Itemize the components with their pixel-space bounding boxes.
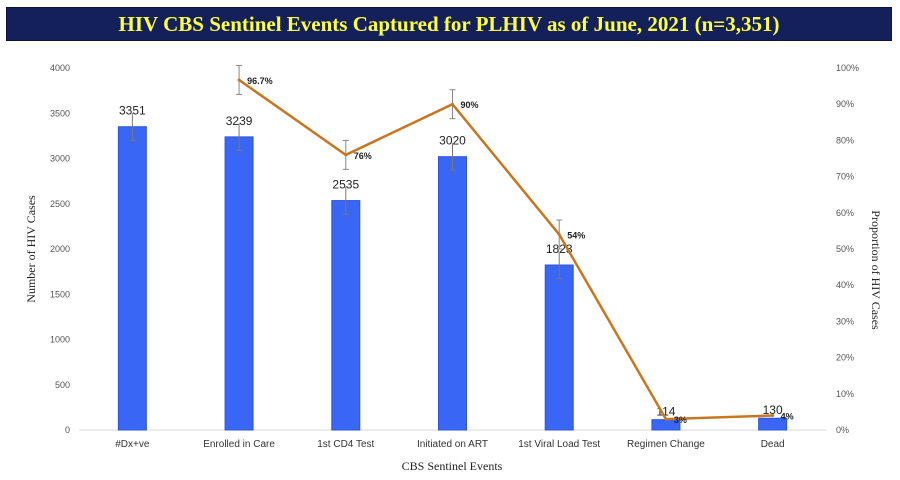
y-tick-label: 4000 — [50, 63, 70, 73]
y-tick-label: 1500 — [50, 289, 70, 299]
line-data-label: 3% — [674, 415, 687, 425]
bar-data-label: 3239 — [226, 114, 253, 128]
chart-title: HIV CBS Sentinel Events Captured for PLH… — [6, 7, 892, 41]
bar — [758, 417, 788, 431]
bar-data-label: 2535 — [332, 178, 359, 192]
y2-tick-label: 20% — [836, 353, 854, 363]
category-label: #Dx+ve — [115, 439, 150, 450]
line-data-label: 4% — [781, 412, 794, 422]
bar-data-label: 114 — [656, 405, 675, 419]
bar-data-label: 130 — [763, 403, 783, 417]
line-point — [237, 78, 241, 82]
bar — [224, 136, 254, 431]
y2-tick-label: 50% — [836, 244, 854, 254]
line-point — [557, 233, 561, 237]
y-tick-label: 3500 — [50, 108, 70, 118]
line-point — [664, 417, 668, 421]
line-data-label: 76% — [354, 151, 372, 161]
line-data-label: 54% — [567, 231, 585, 241]
y2-tick-label: 0% — [836, 425, 849, 435]
line-point — [771, 414, 775, 418]
y2-tick-label: 40% — [836, 280, 854, 290]
line-series — [238, 78, 773, 421]
y-axis-title: Number of HIV Cases — [24, 195, 38, 303]
category-label: Regimen Change — [627, 439, 705, 450]
category-label: Initiated on ART — [417, 439, 488, 450]
bar — [331, 200, 361, 431]
y-tick-label: 2500 — [50, 199, 70, 209]
x-axis-title: CBS Sentinel Events — [402, 459, 503, 473]
y2-tick-label: 70% — [836, 172, 854, 182]
y-tick-label: 0 — [65, 425, 70, 435]
line-data-label: 90% — [461, 100, 479, 110]
y2-tick-label: 90% — [836, 99, 854, 109]
line-point — [451, 102, 454, 106]
category-label: Enrolled in Care — [203, 439, 275, 450]
y-tick-label: 1000 — [50, 335, 70, 345]
y-tick-label: 2000 — [50, 244, 70, 254]
bar — [544, 264, 574, 431]
y2-tick-label: 10% — [836, 389, 854, 399]
bar-data-label: 3020 — [439, 134, 466, 148]
y2-tick-label: 100% — [836, 63, 859, 73]
y-tick-label: 3000 — [50, 154, 70, 164]
y2-tick-label: 30% — [836, 316, 854, 326]
y2-tick-label: 60% — [836, 208, 854, 218]
line-data-label: 96.7% — [247, 76, 273, 86]
y2-axis-title: Proportion of HIV Cases — [869, 210, 883, 330]
line-point — [344, 153, 348, 157]
category-label: Dead — [761, 439, 785, 450]
y2-tick-label: 80% — [836, 135, 854, 145]
category-label: 1st CD4 Test — [317, 439, 374, 450]
bar — [438, 156, 467, 431]
bar — [117, 126, 147, 431]
category-label: 1st Viral Load Test — [518, 439, 600, 450]
bar-data-label: 3351 — [119, 104, 146, 118]
y-tick-label: 500 — [55, 380, 70, 390]
